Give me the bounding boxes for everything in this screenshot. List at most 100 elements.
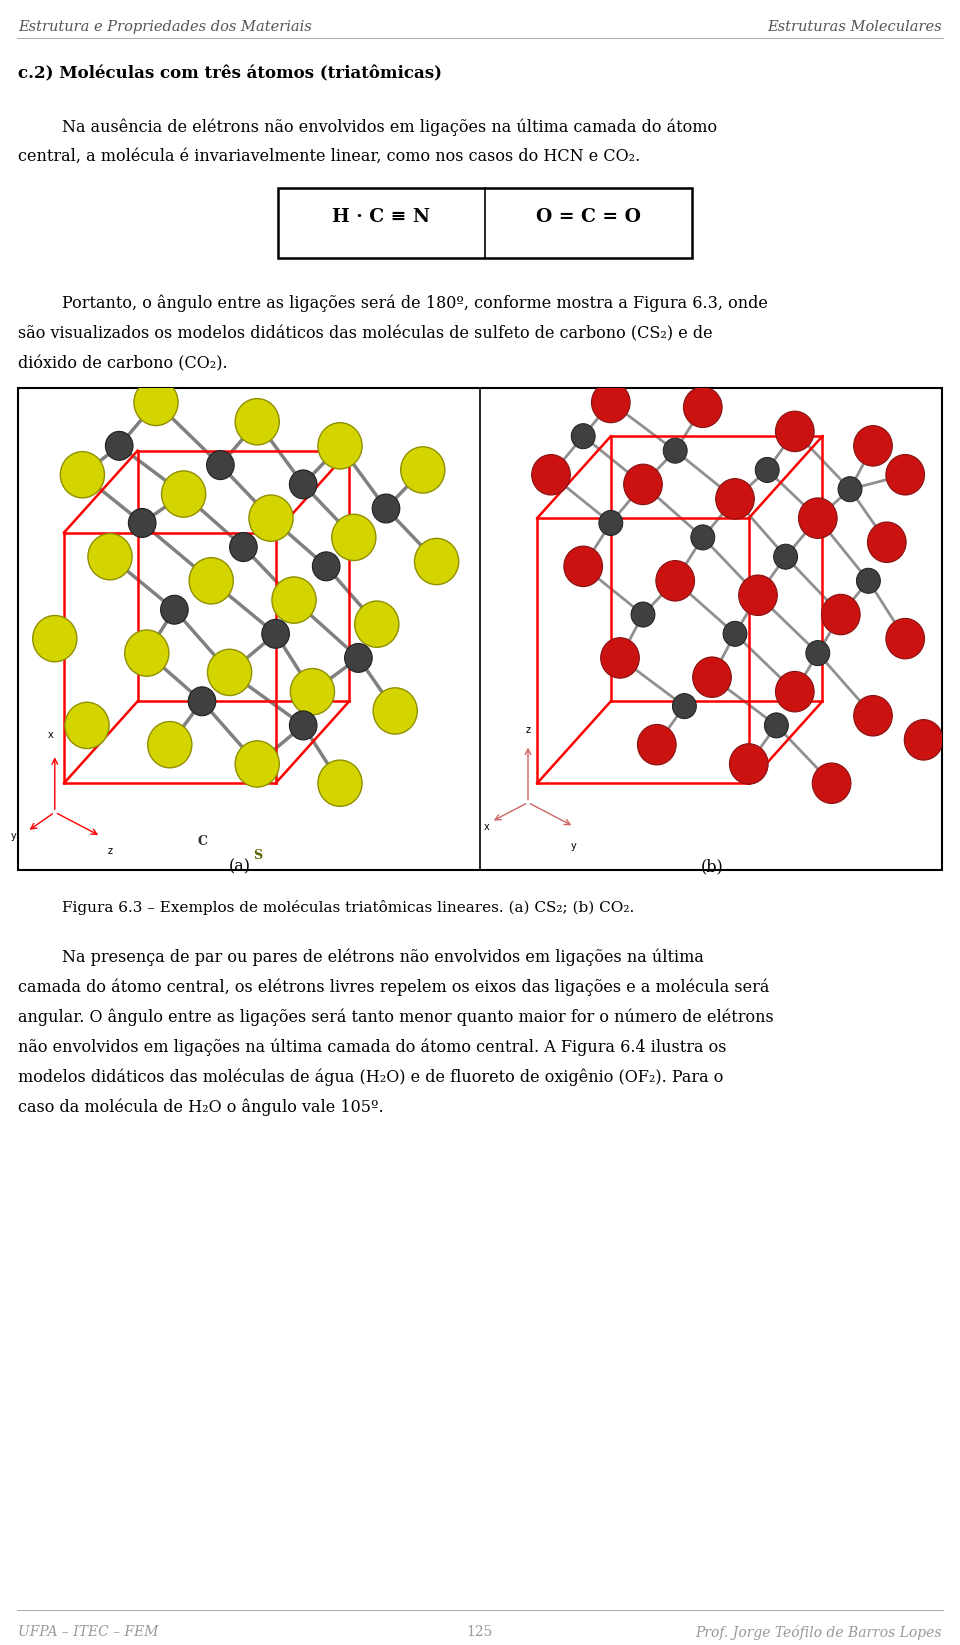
Circle shape	[289, 711, 317, 740]
Text: c.2) Moléculas com três átomos (triatômicas): c.2) Moléculas com três átomos (triatômi…	[18, 66, 442, 82]
Text: Figura 6.3 – Exemplos de moléculas triatômicas lineares. (a) CS₂; (b) CO₂.: Figura 6.3 – Exemplos de moléculas triat…	[62, 900, 635, 915]
Circle shape	[564, 546, 603, 587]
Circle shape	[272, 577, 316, 623]
Circle shape	[868, 521, 906, 563]
Circle shape	[822, 594, 860, 635]
Circle shape	[684, 387, 722, 428]
Circle shape	[188, 688, 216, 716]
Circle shape	[88, 533, 132, 579]
Circle shape	[318, 760, 362, 806]
Circle shape	[776, 411, 814, 452]
Circle shape	[571, 424, 595, 449]
Text: angular. O ângulo entre as ligações será tanto menor quanto maior for o número d: angular. O ângulo entre as ligações será…	[18, 1008, 774, 1025]
Circle shape	[60, 452, 105, 498]
Circle shape	[133, 380, 179, 426]
Text: são visualizados os modelos didáticos das moléculas de sulfeto de carbono (CS₂) : são visualizados os modelos didáticos da…	[18, 326, 712, 342]
Circle shape	[756, 457, 780, 482]
Circle shape	[229, 533, 257, 561]
Circle shape	[904, 719, 943, 760]
Text: O = C = O: O = C = O	[536, 207, 641, 225]
Circle shape	[838, 477, 862, 502]
Circle shape	[631, 602, 655, 627]
Text: caso da molécula de H₂O o ângulo vale 105º.: caso da molécula de H₂O o ângulo vale 10…	[18, 1097, 384, 1115]
Circle shape	[373, 688, 418, 734]
Circle shape	[774, 544, 798, 569]
Text: 125: 125	[467, 1625, 493, 1638]
Circle shape	[207, 650, 252, 696]
Text: não envolvidos em ligações na última camada do átomo central. A Figura 6.4 ilust: não envolvidos em ligações na última cam…	[18, 1038, 727, 1056]
Text: H · C ≡ N: H · C ≡ N	[332, 207, 430, 225]
Circle shape	[532, 454, 570, 495]
Circle shape	[400, 447, 444, 494]
Text: Na presença de par ou pares de elétrons não envolvidos em ligações na última: Na presença de par ou pares de elétrons …	[62, 948, 704, 966]
Circle shape	[189, 558, 233, 604]
Circle shape	[262, 620, 289, 648]
Circle shape	[601, 638, 639, 678]
Text: Estruturas Moleculares: Estruturas Moleculares	[767, 20, 942, 35]
Text: y: y	[11, 831, 16, 841]
Circle shape	[312, 551, 340, 581]
Circle shape	[106, 431, 133, 461]
Circle shape	[332, 515, 376, 561]
Text: camada do átomo central, os elétrons livres repelem os eixos das ligações e a mo: camada do átomo central, os elétrons liv…	[18, 979, 769, 995]
Circle shape	[853, 696, 893, 735]
Circle shape	[235, 398, 279, 444]
Circle shape	[249, 495, 293, 541]
Circle shape	[355, 600, 399, 648]
Circle shape	[886, 454, 924, 495]
Circle shape	[663, 438, 687, 464]
Text: S: S	[252, 849, 262, 862]
Text: central, a molécula é invariavelmente linear, como nos casos do HCN e CO₂.: central, a molécula é invariavelmente li…	[18, 148, 640, 164]
Text: dióxido de carbono (CO₂).: dióxido de carbono (CO₂).	[18, 355, 228, 372]
Bar	[18, 388, 942, 870]
Text: Na ausência de elétrons não envolvidos em ligações na última camada do átomo: Na ausência de elétrons não envolvidos e…	[62, 118, 717, 135]
Text: Estrutura e Propriedades dos Materiais: Estrutura e Propriedades dos Materiais	[18, 20, 312, 35]
Circle shape	[886, 619, 924, 660]
Circle shape	[805, 640, 829, 666]
Circle shape	[856, 568, 880, 594]
Circle shape	[637, 724, 676, 765]
Bar	[278, 188, 692, 258]
Circle shape	[624, 464, 662, 505]
Text: z: z	[525, 725, 531, 735]
Circle shape	[415, 538, 459, 584]
Circle shape	[318, 423, 362, 469]
Circle shape	[672, 694, 696, 719]
Circle shape	[693, 656, 732, 697]
Text: Prof. Jorge Teófilo de Barros Lopes: Prof. Jorge Teófilo de Barros Lopes	[695, 1625, 942, 1640]
Circle shape	[129, 508, 156, 538]
Circle shape	[160, 595, 188, 623]
Circle shape	[656, 561, 694, 600]
Circle shape	[723, 622, 747, 646]
Text: (b): (b)	[701, 859, 724, 875]
Circle shape	[345, 643, 372, 673]
Text: (a): (a)	[229, 859, 251, 875]
Text: x: x	[47, 730, 53, 740]
Circle shape	[372, 494, 399, 523]
Circle shape	[812, 763, 851, 803]
Circle shape	[290, 668, 334, 716]
Circle shape	[776, 671, 814, 712]
Text: z: z	[108, 846, 112, 855]
Circle shape	[33, 615, 77, 661]
Text: y: y	[571, 841, 577, 850]
Circle shape	[591, 382, 630, 423]
Text: x: x	[484, 821, 490, 832]
Text: Portanto, o ângulo entre as ligações será de 180º, conforme mostra a Figura 6.3,: Portanto, o ângulo entre as ligações ser…	[62, 294, 768, 313]
Text: C: C	[197, 834, 207, 847]
Text: UFPA – ITEC – FEM: UFPA – ITEC – FEM	[18, 1625, 158, 1638]
Circle shape	[715, 479, 755, 520]
Circle shape	[65, 702, 109, 748]
Circle shape	[206, 451, 234, 480]
Circle shape	[730, 744, 768, 785]
Circle shape	[853, 426, 893, 466]
Circle shape	[691, 525, 715, 549]
Circle shape	[599, 510, 623, 536]
Circle shape	[289, 470, 317, 498]
Circle shape	[738, 576, 778, 615]
Circle shape	[148, 722, 192, 768]
Circle shape	[235, 740, 279, 786]
Circle shape	[161, 470, 205, 517]
Text: modelos didáticos das moléculas de água (H₂O) e de fluoreto de oxigênio (OF₂). P: modelos didáticos das moléculas de água …	[18, 1068, 724, 1086]
Circle shape	[799, 498, 837, 538]
